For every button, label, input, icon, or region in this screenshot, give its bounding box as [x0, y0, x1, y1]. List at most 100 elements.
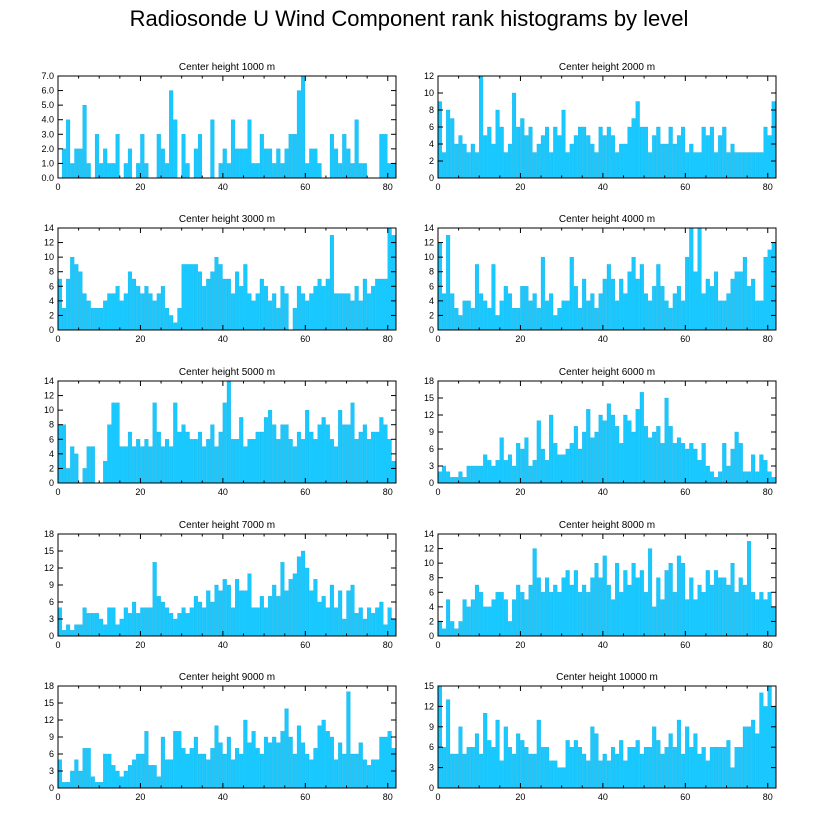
histogram-bar: [491, 143, 496, 179]
histogram-bar: [165, 439, 170, 484]
histogram-bar: [767, 135, 772, 179]
histogram-bar: [648, 437, 653, 484]
histogram-bar: [222, 753, 227, 789]
histogram-bar: [313, 748, 318, 789]
histogram-bar: [503, 460, 508, 484]
x-tick-label: 20: [135, 487, 145, 497]
y-tick-label: 2: [49, 310, 54, 320]
histogram-bar: [366, 607, 372, 637]
histogram-bar: [263, 286, 268, 331]
histogram-bar: [57, 759, 62, 789]
x-tick-label: 60: [680, 640, 690, 650]
histogram-bar: [342, 753, 347, 789]
histogram-bar: [301, 439, 306, 484]
histogram-bar: [317, 725, 322, 789]
y-tick-label: 8: [49, 267, 54, 277]
histogram-bar: [218, 163, 223, 179]
histogram-bar: [222, 278, 227, 331]
histogram-bar: [177, 613, 182, 637]
histogram-bar: [173, 402, 178, 484]
histogram-bar: [185, 753, 190, 789]
histogram-bar: [466, 606, 471, 637]
histogram-bar: [280, 424, 285, 484]
histogram-bar: [709, 584, 714, 637]
histogram-bar: [107, 753, 112, 789]
y-tick-label: 2.0: [41, 144, 54, 154]
histogram-bar: [487, 126, 492, 179]
x-tick-label: 20: [135, 792, 145, 802]
histogram-bar: [218, 590, 223, 637]
histogram-bar: [383, 134, 388, 179]
x-tick-label: 40: [598, 487, 608, 497]
y-tick-label: 6: [49, 281, 54, 291]
histogram-bar: [586, 760, 591, 789]
histogram-bar: [767, 249, 772, 331]
histogram-bar: [222, 148, 227, 179]
histogram-bar: [524, 599, 529, 637]
histogram-bar: [520, 740, 525, 789]
histogram-bar: [111, 293, 116, 331]
histogram-bar: [152, 562, 157, 637]
histogram-bar: [742, 726, 747, 789]
histogram-bar: [94, 782, 99, 789]
histogram-bar: [602, 555, 607, 637]
x-tick-label: 60: [680, 182, 690, 192]
main-title: Radiosonde U Wind Component rank histogr…: [129, 6, 689, 31]
histogram-bar: [70, 163, 75, 179]
histogram-bar: [734, 592, 739, 637]
histogram-bar: [259, 596, 264, 637]
histogram-bar: [193, 264, 198, 331]
histogram-bar: [499, 126, 504, 179]
histogram-bar: [569, 443, 574, 484]
histogram-bar: [230, 119, 235, 179]
histogram-bar: [193, 148, 198, 179]
histogram-bar: [714, 477, 719, 484]
histogram-bar: [507, 621, 512, 637]
histogram-bar: [495, 315, 500, 331]
histogram-bar: [115, 770, 120, 789]
histogram-bar: [615, 753, 620, 789]
histogram-bar: [643, 426, 648, 484]
histogram-bar: [292, 307, 297, 331]
histogram-bar: [66, 782, 71, 789]
histogram-bar: [714, 570, 719, 637]
histogram-bar: [255, 293, 260, 331]
histogram-bar: [321, 286, 326, 331]
histogram-bar: [701, 747, 706, 789]
histogram-bar: [454, 307, 459, 331]
histogram-bar: [243, 148, 248, 179]
histogram-bar: [148, 607, 153, 637]
histogram-bar: [90, 307, 95, 331]
histogram-bar: [383, 736, 388, 789]
histogram-bar: [726, 584, 731, 637]
histogram-bar: [602, 278, 607, 331]
histogram-bar: [74, 264, 79, 331]
histogram-bar: [681, 443, 686, 484]
histogram-bar: [726, 152, 731, 179]
histogram-bar: [251, 439, 256, 484]
histogram-bar: [321, 596, 326, 637]
histogram-bar: [652, 431, 657, 484]
histogram-bar: [610, 747, 615, 789]
histogram-bar: [259, 753, 264, 789]
histogram-bar: [672, 592, 677, 637]
histogram-bar: [441, 293, 446, 331]
histogram-bar: [74, 759, 79, 789]
histogram-bar: [301, 75, 306, 179]
x-tick-label: 0: [55, 487, 60, 497]
histogram-bar: [309, 293, 314, 331]
histogram-bar: [107, 607, 112, 637]
histogram-bar: [288, 736, 293, 789]
histogram-bar: [635, 101, 640, 179]
y-tick-label: 0: [49, 478, 54, 488]
x-tick-label: 60: [300, 792, 310, 802]
y-tick-label: 9: [49, 580, 54, 590]
histogram-bar: [730, 448, 735, 484]
y-tick-label: 12: [44, 391, 54, 401]
histogram-bar: [309, 431, 314, 484]
histogram-bar: [635, 409, 640, 484]
histogram-bar: [123, 770, 128, 789]
panel-title: Center height 6000 m: [559, 367, 655, 378]
histogram-bar: [586, 592, 591, 637]
histogram-bar: [598, 126, 603, 179]
